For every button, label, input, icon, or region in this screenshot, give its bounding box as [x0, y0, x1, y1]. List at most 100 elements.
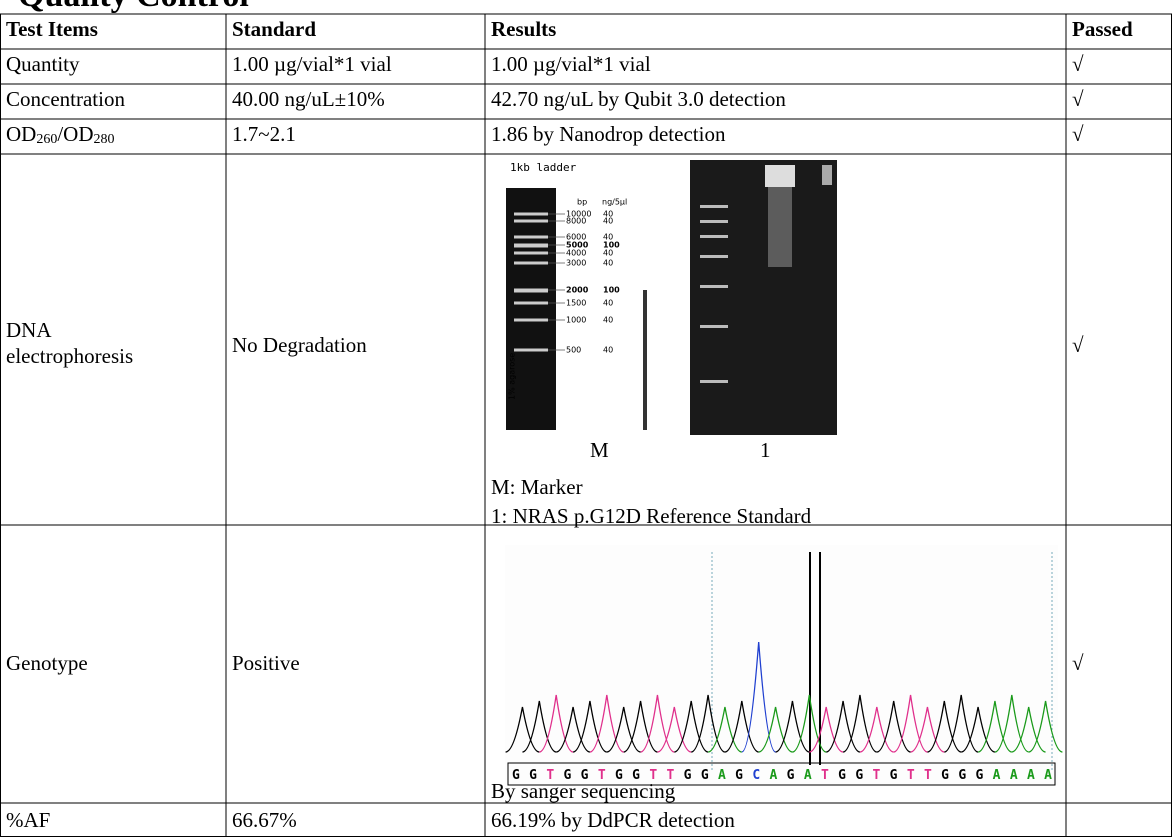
ladder-ng: 40 — [603, 210, 613, 219]
trace-peak — [539, 694, 574, 753]
cell: Genotype — [6, 651, 88, 675]
gel-strip — [643, 290, 647, 430]
ladder-band — [514, 251, 548, 255]
ladder-bp: 10000 — [566, 210, 591, 219]
ladder-band — [514, 261, 548, 265]
ladder-bp: 1500 — [566, 299, 586, 308]
chromatogram — [505, 545, 1058, 785]
cell: Concentration — [6, 87, 125, 111]
cell: 1.00 µg/vial*1 vial — [491, 52, 651, 76]
trace-peak — [809, 706, 844, 753]
ladder-band — [514, 212, 548, 216]
ladder-ng: 40 — [603, 299, 613, 308]
lane-label: 1 — [760, 438, 771, 462]
ladder-ng: 40 — [603, 259, 613, 268]
ladder-bp: 2000 — [566, 286, 589, 295]
sample-smear — [768, 187, 792, 267]
ladder-band — [514, 348, 548, 352]
sample-band — [822, 165, 832, 185]
gel-header: bp — [577, 198, 587, 207]
ladder-bp: 5000 — [566, 241, 589, 250]
legend-line: 1: NRAS p.G12D Reference Standard — [491, 504, 812, 528]
ladder-ng: 40 — [603, 316, 613, 325]
ladder-band — [514, 243, 548, 248]
trace-peak — [555, 706, 591, 753]
trace-peak — [623, 700, 658, 753]
ladder-band — [514, 219, 548, 223]
cell: Quantity — [6, 52, 80, 76]
trace-peak — [977, 700, 1013, 753]
cell: √ — [1072, 651, 1084, 675]
ladder-bp: 3000 — [566, 259, 586, 268]
cell: √ — [1072, 333, 1084, 357]
trace-peak — [1028, 700, 1063, 753]
trace-peak — [674, 700, 709, 753]
marker-band — [700, 220, 728, 223]
page-title: Quality Control — [18, 0, 249, 14]
trace-peak — [724, 700, 759, 753]
sequence-box — [507, 762, 1056, 786]
trace-peak — [690, 694, 726, 753]
marker-band — [700, 325, 728, 328]
cell: 1.86 by Nanodrop detection — [491, 122, 726, 146]
ladder-band — [514, 318, 548, 322]
lane-label: M — [590, 438, 609, 462]
cell: DNA — [6, 318, 52, 342]
trace-peak — [944, 694, 979, 753]
ladder-ng: 100 — [603, 286, 620, 295]
header-cell: Passed — [1072, 17, 1133, 41]
caption: By sanger sequencing — [491, 779, 676, 803]
cell: 66.67% — [232, 808, 297, 832]
trace-peak — [842, 694, 878, 753]
trace-peak — [825, 700, 861, 753]
marker-band — [700, 235, 728, 238]
trace-peak — [876, 700, 911, 753]
ladder-ng: 40 — [603, 346, 613, 355]
ladder-ng: 40 — [603, 249, 613, 258]
trace-peak — [960, 706, 996, 753]
cell: 1.00 µg/vial*1 vial — [232, 52, 392, 76]
cell: Positive — [232, 651, 300, 675]
trace-peak — [741, 641, 776, 753]
trace-peak — [910, 706, 945, 753]
cell-part: 280 — [94, 132, 115, 147]
marker-band — [700, 255, 728, 258]
gel-title: 1kb ladder — [510, 161, 577, 174]
gel-header: ng/5µl — [602, 198, 627, 207]
cell: √ — [1072, 122, 1084, 146]
marker-band — [700, 380, 728, 383]
marker-band — [700, 205, 728, 208]
ladder-band — [514, 301, 548, 305]
ladder-band — [514, 288, 548, 293]
trace-peak — [505, 706, 540, 753]
trace-peak — [859, 706, 894, 753]
trace-peak — [640, 694, 675, 753]
gel-agarose: 1% agarose — [508, 353, 517, 400]
ladder-band — [514, 235, 548, 239]
ladder-ng: 100 — [603, 241, 620, 250]
cell-part: 260 — [36, 132, 57, 147]
ladder-bp: 8000 — [566, 217, 586, 226]
marker-band — [700, 285, 728, 288]
cell: 42.70 ng/uL by Qubit 3.0 detection — [491, 87, 786, 111]
trace-peak — [893, 694, 928, 753]
cell: 40.00 ng/uL±10% — [232, 87, 385, 111]
ladder-ng: 40 — [603, 217, 613, 226]
trace-peak — [522, 700, 557, 753]
cell: 66.19% by DdPCR detection — [491, 808, 735, 832]
cell-part: OD — [6, 122, 36, 146]
cell: %AF — [6, 808, 50, 832]
cell: √ — [1072, 87, 1084, 111]
trace-peak — [1011, 706, 1046, 753]
trace-peak — [606, 706, 641, 753]
trace-peak — [792, 694, 827, 753]
trace-peak — [994, 694, 1029, 753]
cell: No Degradation — [232, 333, 367, 357]
trace-peak — [707, 706, 743, 753]
trace-peak — [589, 694, 624, 753]
ladder-bp: 1000 — [566, 316, 586, 325]
cell: 1.7~2.1 — [232, 122, 296, 146]
ladder-bp: 500 — [566, 346, 581, 355]
